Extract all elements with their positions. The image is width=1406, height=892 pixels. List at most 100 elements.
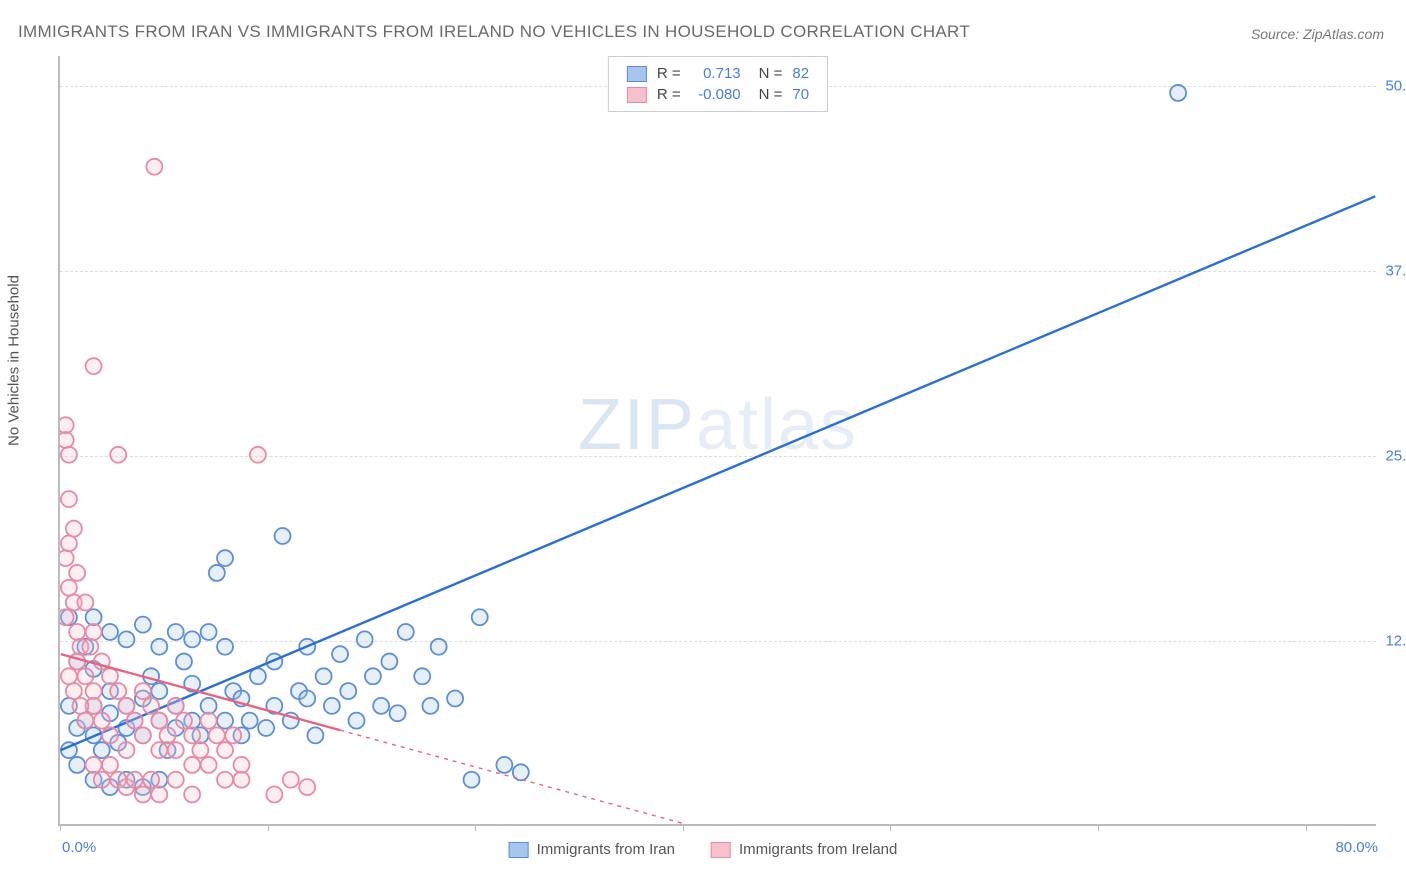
data-point [176, 713, 192, 729]
data-point [168, 624, 184, 640]
data-point [283, 772, 299, 788]
data-point [118, 742, 134, 758]
data-point [184, 786, 200, 802]
data-point [77, 713, 93, 729]
data-point [381, 654, 397, 670]
data-point [86, 609, 102, 625]
data-point [127, 713, 143, 729]
data-point [66, 683, 82, 699]
data-point [316, 668, 332, 684]
data-point [60, 432, 74, 448]
x-axis-min: 0.0% [62, 839, 96, 856]
data-point [201, 698, 217, 714]
data-point [86, 683, 102, 699]
data-point [357, 631, 373, 647]
swatch-iran [627, 66, 647, 82]
data-point [209, 727, 225, 743]
data-point [431, 639, 447, 655]
data-point [373, 698, 389, 714]
data-point [299, 690, 315, 706]
data-point [77, 594, 93, 610]
swatch-ireland-icon [711, 842, 731, 858]
y-tick-label: 50.0% [1385, 77, 1406, 94]
data-point [250, 447, 266, 463]
data-point [201, 757, 217, 773]
x-tick [1098, 824, 1099, 831]
y-tick-label: 37.5% [1385, 262, 1406, 279]
data-point [168, 742, 184, 758]
data-point [168, 772, 184, 788]
plot-area: ZIPatlas R = 0.713 N = 82 R = -0.080 N =… [58, 56, 1376, 826]
data-point [60, 609, 74, 625]
data-point [127, 772, 143, 788]
data-point [168, 698, 184, 714]
data-point [66, 521, 82, 537]
data-point [69, 757, 85, 773]
data-point [258, 720, 274, 736]
data-point [151, 786, 167, 802]
data-point [1170, 85, 1186, 101]
data-point [266, 786, 282, 802]
data-point [217, 772, 233, 788]
data-point [102, 757, 118, 773]
data-point [275, 528, 291, 544]
data-point [192, 742, 208, 758]
data-point [217, 550, 233, 566]
data-point [143, 698, 159, 714]
data-point [472, 609, 488, 625]
x-tick [475, 824, 476, 831]
y-tick-label: 12.5% [1385, 632, 1406, 649]
trend-line-extrapolated [340, 730, 685, 824]
data-point [135, 727, 151, 743]
data-point [61, 491, 77, 507]
series-legend: Immigrants from Iran Immigrants from Ire… [509, 841, 898, 858]
correlation-chart: IMMIGRANTS FROM IRAN VS IMMIGRANTS FROM … [0, 0, 1406, 892]
data-point [61, 535, 77, 551]
x-tick [890, 824, 891, 831]
data-point [365, 668, 381, 684]
data-point [201, 713, 217, 729]
data-point [176, 654, 192, 670]
data-point [217, 713, 233, 729]
data-point [61, 580, 77, 596]
data-point [86, 624, 102, 640]
y-tick-label: 25.0% [1385, 447, 1406, 464]
data-point [217, 742, 233, 758]
legend-row-ireland: R = -0.080 N = 70 [627, 84, 809, 105]
x-tick [1306, 824, 1307, 831]
x-tick [60, 824, 61, 831]
data-point [94, 742, 110, 758]
data-point [77, 668, 93, 684]
data-point [233, 772, 249, 788]
data-point [110, 447, 126, 463]
data-point [110, 683, 126, 699]
data-point [151, 742, 167, 758]
data-point [217, 639, 233, 655]
x-tick [268, 824, 269, 831]
data-point [184, 757, 200, 773]
data-point [307, 727, 323, 743]
data-point [332, 646, 348, 662]
data-point [151, 713, 167, 729]
x-axis-max: 80.0% [1335, 839, 1378, 856]
data-point [390, 705, 406, 721]
data-point [94, 772, 110, 788]
data-point [340, 683, 356, 699]
legend-item-ireland: Immigrants from Ireland [711, 841, 897, 858]
data-point [151, 683, 167, 699]
data-point [60, 550, 74, 566]
data-point [102, 727, 118, 743]
data-point [72, 698, 88, 714]
y-axis-label: No Vehicles in Household [6, 275, 23, 446]
data-point [201, 624, 217, 640]
data-point [61, 668, 77, 684]
legend-row-iran: R = 0.713 N = 82 [627, 63, 809, 84]
data-point [398, 624, 414, 640]
data-point [135, 786, 151, 802]
data-point [349, 713, 365, 729]
data-point [496, 757, 512, 773]
data-point [151, 639, 167, 655]
data-point [299, 779, 315, 795]
data-point [242, 713, 258, 729]
data-point [135, 683, 151, 699]
